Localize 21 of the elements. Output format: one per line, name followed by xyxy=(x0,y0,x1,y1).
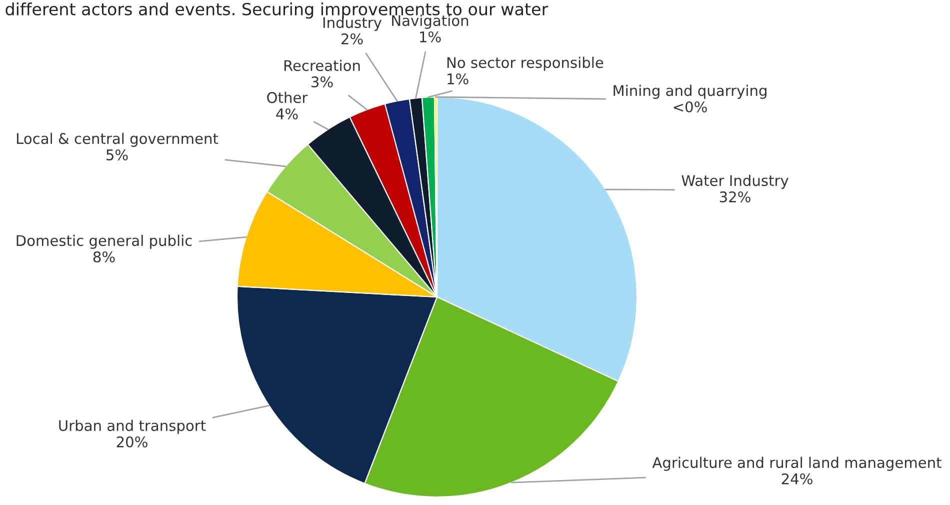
data-label: 2% xyxy=(342,33,363,44)
data-label: 5% xyxy=(106,149,128,160)
slice-label: Agriculture and rural land management xyxy=(652,456,942,471)
data-label: 3% xyxy=(312,76,333,88)
slice-label: Domestic general public xyxy=(16,234,192,249)
data-label: 24% xyxy=(782,473,812,484)
data-label: 1% xyxy=(448,73,468,84)
slice-label: No sector responsible xyxy=(447,56,604,71)
data-label: 4% xyxy=(276,108,298,120)
slice-label: Water Industry xyxy=(682,174,788,189)
data-label: 20% xyxy=(116,436,148,448)
slice-label: Urban and transport xyxy=(59,420,206,434)
data-label: 32% xyxy=(720,191,750,202)
data-label: 8% xyxy=(93,251,115,262)
slice-label: Recreation xyxy=(284,60,360,72)
data-label: 1% xyxy=(420,31,441,42)
slice-label: Industry xyxy=(323,16,382,31)
slice-label: Local & central government xyxy=(16,132,218,147)
data-label: <0% xyxy=(674,101,707,112)
slice-label: Mining and quarrying xyxy=(614,84,766,99)
slice-label: Other xyxy=(267,92,308,104)
